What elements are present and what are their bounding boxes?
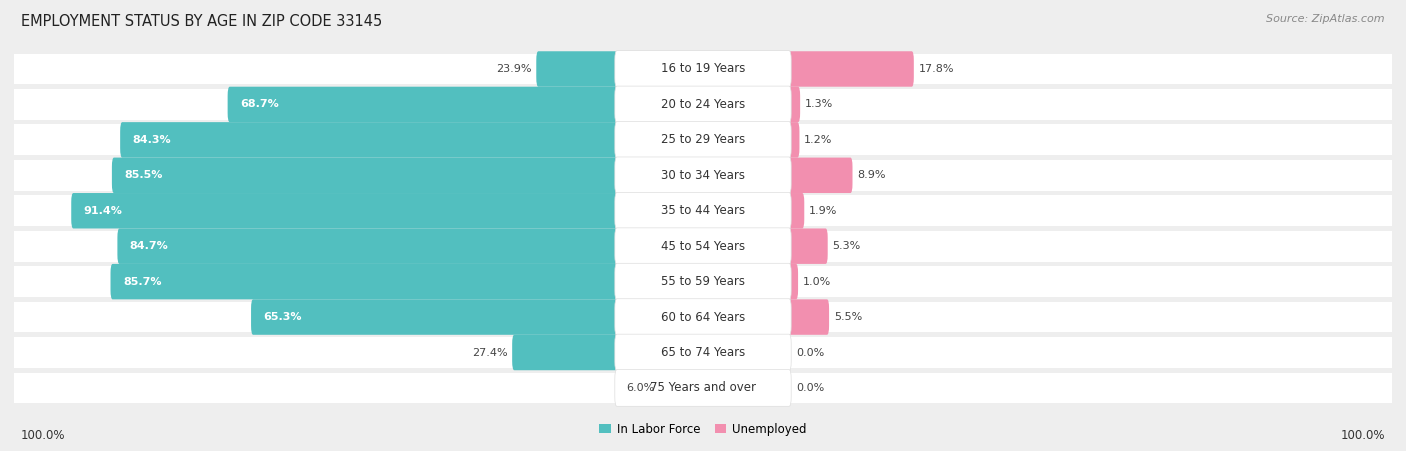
FancyBboxPatch shape: [14, 54, 1392, 84]
FancyBboxPatch shape: [14, 231, 1392, 262]
FancyBboxPatch shape: [614, 228, 792, 265]
FancyBboxPatch shape: [14, 89, 1392, 120]
Text: 35 to 44 Years: 35 to 44 Years: [661, 204, 745, 217]
FancyBboxPatch shape: [787, 87, 800, 122]
FancyBboxPatch shape: [614, 121, 792, 158]
Text: 85.7%: 85.7%: [122, 276, 162, 287]
Text: 16 to 19 Years: 16 to 19 Years: [661, 63, 745, 75]
FancyBboxPatch shape: [14, 337, 1392, 368]
FancyBboxPatch shape: [614, 263, 792, 300]
FancyBboxPatch shape: [14, 160, 1392, 191]
Legend: In Labor Force, Unemployed: In Labor Force, Unemployed: [595, 418, 811, 441]
FancyBboxPatch shape: [111, 264, 619, 299]
Text: 17.8%: 17.8%: [918, 64, 955, 74]
FancyBboxPatch shape: [787, 51, 914, 87]
Text: Source: ZipAtlas.com: Source: ZipAtlas.com: [1267, 14, 1385, 23]
Text: 5.3%: 5.3%: [832, 241, 860, 251]
FancyBboxPatch shape: [536, 51, 619, 87]
Text: 84.3%: 84.3%: [132, 135, 172, 145]
FancyBboxPatch shape: [14, 124, 1392, 155]
Text: 55 to 59 Years: 55 to 59 Years: [661, 275, 745, 288]
Text: 68.7%: 68.7%: [240, 99, 278, 110]
Text: 60 to 64 Years: 60 to 64 Years: [661, 311, 745, 323]
FancyBboxPatch shape: [614, 299, 792, 336]
Text: 27.4%: 27.4%: [472, 348, 508, 358]
Text: 5.5%: 5.5%: [834, 312, 862, 322]
FancyBboxPatch shape: [228, 87, 619, 122]
FancyBboxPatch shape: [787, 193, 804, 229]
FancyBboxPatch shape: [787, 157, 852, 193]
Text: 65 to 74 Years: 65 to 74 Years: [661, 346, 745, 359]
Text: 1.2%: 1.2%: [804, 135, 832, 145]
FancyBboxPatch shape: [787, 122, 800, 157]
FancyBboxPatch shape: [614, 86, 792, 123]
Text: 65.3%: 65.3%: [263, 312, 302, 322]
FancyBboxPatch shape: [112, 157, 619, 193]
FancyBboxPatch shape: [72, 193, 619, 229]
Text: 30 to 34 Years: 30 to 34 Years: [661, 169, 745, 182]
FancyBboxPatch shape: [14, 302, 1392, 332]
FancyBboxPatch shape: [14, 195, 1392, 226]
Text: 1.0%: 1.0%: [803, 276, 831, 287]
FancyBboxPatch shape: [787, 229, 828, 264]
FancyBboxPatch shape: [14, 266, 1392, 297]
Text: 20 to 24 Years: 20 to 24 Years: [661, 98, 745, 111]
FancyBboxPatch shape: [614, 334, 792, 371]
Text: EMPLOYMENT STATUS BY AGE IN ZIP CODE 33145: EMPLOYMENT STATUS BY AGE IN ZIP CODE 331…: [21, 14, 382, 28]
Text: 0.0%: 0.0%: [796, 348, 824, 358]
FancyBboxPatch shape: [787, 299, 830, 335]
Text: 1.3%: 1.3%: [806, 99, 834, 110]
Text: 75 Years and over: 75 Years and over: [650, 382, 756, 395]
Text: 84.7%: 84.7%: [129, 241, 169, 251]
FancyBboxPatch shape: [14, 373, 1392, 403]
Text: 8.9%: 8.9%: [858, 170, 886, 180]
FancyBboxPatch shape: [120, 122, 619, 157]
Text: 6.0%: 6.0%: [627, 383, 655, 393]
FancyBboxPatch shape: [614, 370, 792, 406]
Text: 1.9%: 1.9%: [808, 206, 838, 216]
FancyBboxPatch shape: [252, 299, 619, 335]
FancyBboxPatch shape: [787, 264, 799, 299]
FancyBboxPatch shape: [614, 51, 792, 87]
FancyBboxPatch shape: [614, 157, 792, 193]
Text: 100.0%: 100.0%: [1340, 429, 1385, 442]
Text: 45 to 54 Years: 45 to 54 Years: [661, 239, 745, 253]
FancyBboxPatch shape: [117, 229, 619, 264]
Text: 0.0%: 0.0%: [796, 383, 824, 393]
Text: 91.4%: 91.4%: [83, 206, 122, 216]
Text: 25 to 29 Years: 25 to 29 Years: [661, 133, 745, 147]
Text: 100.0%: 100.0%: [21, 429, 66, 442]
FancyBboxPatch shape: [614, 193, 792, 229]
FancyBboxPatch shape: [512, 335, 619, 370]
Text: 85.5%: 85.5%: [124, 170, 163, 180]
Text: 23.9%: 23.9%: [496, 64, 531, 74]
